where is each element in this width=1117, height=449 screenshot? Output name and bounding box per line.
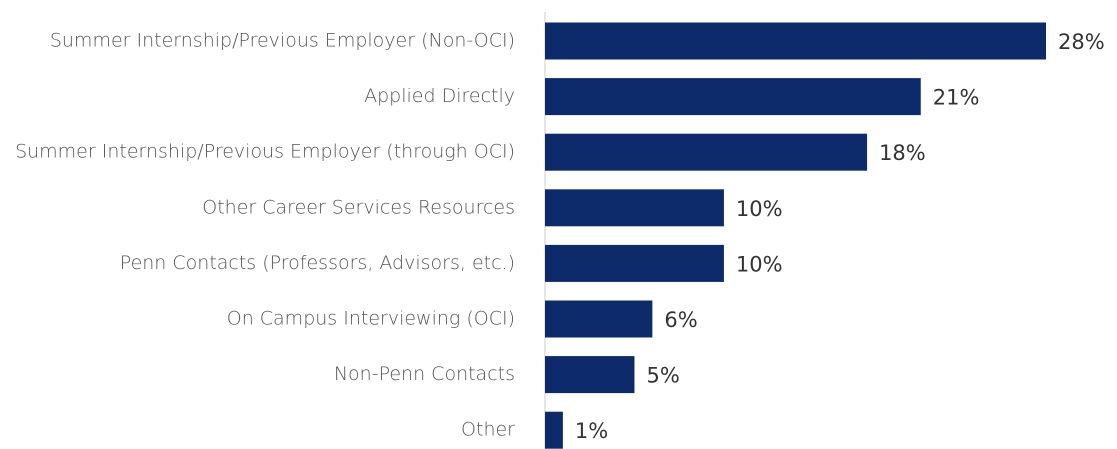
bar xyxy=(545,411,563,449)
category-label: Summer Internship/Previous Employer (thr… xyxy=(15,141,515,163)
bar xyxy=(545,189,724,227)
value-label: 18% xyxy=(879,141,926,165)
category-label: On Campus Interviewing (OCI) xyxy=(227,308,515,330)
value-label: 6% xyxy=(664,308,697,332)
value-label: 5% xyxy=(646,364,679,388)
bar xyxy=(545,78,921,116)
value-label: 21% xyxy=(933,86,980,110)
category-label: Non-Penn Contacts xyxy=(334,363,515,385)
value-label: 1% xyxy=(575,419,608,443)
category-label: Applied Directly xyxy=(364,85,515,107)
bar xyxy=(545,22,1046,60)
value-label: 28% xyxy=(1058,30,1105,54)
category-label: Other xyxy=(461,419,515,441)
bar xyxy=(545,133,868,171)
bar xyxy=(545,356,635,394)
value-label: 10% xyxy=(736,197,783,221)
bar xyxy=(545,300,653,338)
value-label: 10% xyxy=(736,252,783,276)
category-label: Summer Internship/Previous Employer (Non… xyxy=(50,30,515,52)
bar xyxy=(545,244,724,282)
category-label: Other Career Services Resources xyxy=(202,196,515,218)
category-label: Penn Contacts (Professors, Advisors, etc… xyxy=(120,252,515,274)
